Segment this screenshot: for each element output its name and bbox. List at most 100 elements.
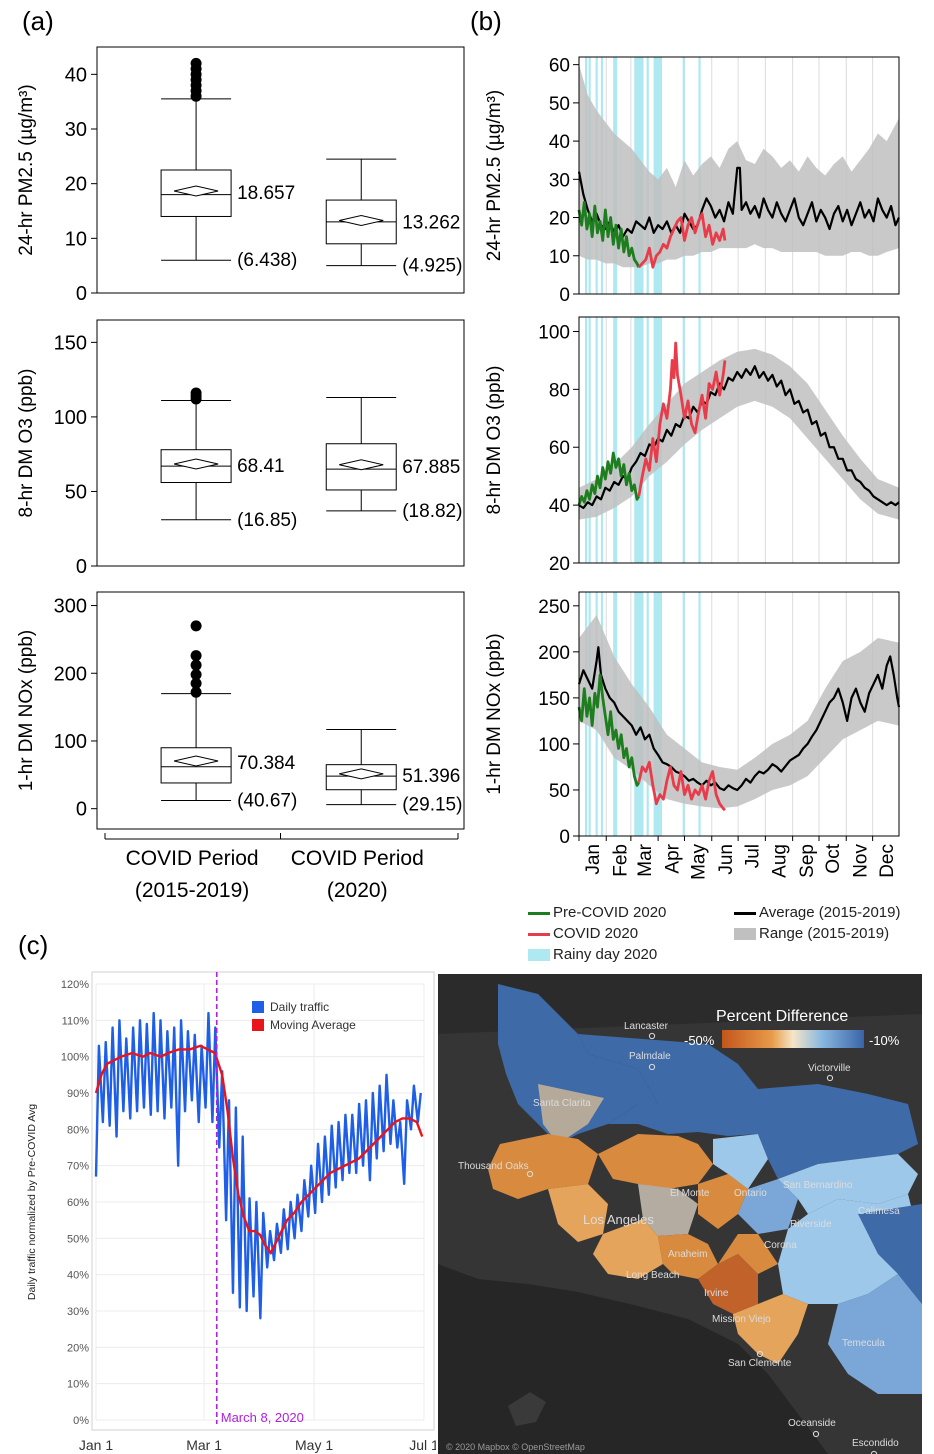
month-label: Apr [662, 843, 683, 873]
march-8-marker-label: March 8, 2020 [221, 1410, 304, 1425]
y-tick-label: 20 [549, 209, 570, 230]
map-place-label: Oceanside [788, 1418, 836, 1429]
mean-diamond [339, 459, 384, 471]
region-riverside-west [738, 1179, 798, 1234]
y-tick-label: 20 [549, 554, 570, 575]
region-inland-empire [778, 1154, 918, 1214]
map-place-label: Ontario [734, 1188, 767, 1199]
y-tick-label: 20% [67, 1342, 89, 1354]
sd-label: (40.67) [237, 791, 297, 812]
mean-diamond [339, 214, 384, 227]
map-place-dot [756, 1350, 764, 1358]
map-scale-title: Percent Difference [716, 1008, 848, 1025]
region-orange-north [698, 1174, 748, 1229]
outlier-point [190, 387, 202, 399]
y-tick-label: 80 [549, 380, 570, 401]
map-place-label: San Clemente [728, 1358, 792, 1369]
y-tick-label: 0 [559, 285, 570, 306]
region-gateway [658, 1234, 718, 1279]
map-scale-bar [722, 1030, 864, 1048]
chart-frame [91, 971, 435, 1431]
month-label: Nov [850, 844, 871, 878]
month-label: Mar [635, 843, 656, 876]
outlier-point [190, 57, 202, 69]
x-tick-label: May 1 [295, 1437, 333, 1453]
legend-label-pre-covid: Pre-COVID 2020 [553, 904, 667, 921]
plot-frame [578, 56, 900, 295]
outlier-point [190, 677, 202, 689]
map-color-scale: Percent Difference -50% -10% [684, 1008, 900, 1048]
map-place-label: Santa Clarita [533, 1098, 591, 1109]
rainy-day-band [659, 57, 662, 294]
region-san-bernardino [758, 1084, 918, 1179]
covid-line [637, 341, 727, 497]
month-label: Jan [583, 844, 604, 875]
y-axis-label: 24-hr PM2.5 (µg/m³) [16, 84, 37, 255]
pre-covid-line [577, 673, 640, 787]
month-label: Sep [797, 844, 818, 878]
rainy-day-band [657, 592, 660, 836]
mean-label: 68.41 [237, 456, 285, 477]
category-sublabel: (2020) [327, 879, 388, 902]
outlier-point [190, 669, 202, 681]
island [508, 1392, 546, 1426]
map-place-label: Los Angeles [583, 1212, 654, 1227]
region-temecula [828, 1274, 922, 1394]
y-tick-label: 100% [61, 1052, 89, 1064]
panel-label-b: (b) [470, 6, 502, 36]
legend-swatch-average [734, 911, 756, 915]
mean-label: 70.384 [237, 753, 296, 774]
y-tick-label: 200 [538, 643, 570, 664]
mean-label: 13.262 [402, 213, 460, 234]
region-el-monte [638, 1184, 698, 1236]
legend-b: Pre-COVID 2020 COVID 2020 Rainy day 2020… [528, 902, 928, 968]
y-tick-label: 120% [61, 979, 89, 991]
mean-label: 67.885 [402, 457, 460, 478]
y-tick-label: 10 [65, 228, 87, 250]
y-tick-label: 0 [76, 556, 87, 578]
map-place-label: Escondido [852, 1438, 899, 1449]
y-tick-label: 40 [549, 132, 570, 153]
map-place-label: Long Beach [626, 1270, 679, 1281]
timeseries-o3: 20 40 60 80 100 8-hr DM O3 (ppb) [484, 316, 900, 575]
legend-label-covid: COVID 2020 [553, 925, 639, 942]
y-tick-label: 100 [538, 735, 570, 756]
range-band [579, 615, 899, 809]
legend-item-rainy: Rainy day 2020 [528, 946, 657, 963]
region-west-la [548, 1184, 608, 1242]
month-label: Feb [610, 844, 631, 877]
y-axis-label: 1-hr DM NOx (ppb) [16, 630, 37, 792]
region-sgv [598, 1134, 713, 1189]
y-tick-label: 0 [76, 799, 87, 821]
map-place-dot [826, 1074, 834, 1082]
y-tick-label: 90% [67, 1088, 89, 1100]
map-place-label: Riverside [790, 1219, 832, 1230]
region-south-la [593, 1219, 663, 1279]
y-tick-label: 60 [549, 56, 570, 77]
map-place-label: El Monte [670, 1188, 710, 1199]
month-label: Jul [742, 844, 763, 868]
legend-swatch-covid [528, 932, 550, 936]
y-tick-label: 30 [65, 119, 87, 141]
rainy-day-band [698, 317, 701, 563]
y-tick-label: 50 [549, 94, 570, 115]
rainy-day-band [698, 592, 701, 836]
y-tick-label: 100 [54, 731, 87, 753]
map-place-label: Lancaster [624, 1021, 669, 1032]
y-axis-label: 1-hr DM NOx (ppb) [484, 633, 505, 795]
rainy-day-band [588, 317, 591, 563]
outlier-point [190, 659, 202, 671]
map-place-label: San Bernardino [783, 1180, 853, 1191]
rainy-day-band [600, 317, 604, 563]
map-place-label: Victorville [808, 1063, 851, 1074]
outlier-point [190, 650, 202, 662]
legend-swatch-moving [252, 1019, 264, 1031]
legend-label-range: Range (2015-2019) [759, 925, 890, 942]
y-tick-label: 10 [549, 247, 570, 268]
category-label: COVID Period [291, 847, 424, 870]
sd-label: (6.438) [237, 250, 297, 271]
y-tick-label: 70% [67, 1161, 89, 1173]
y-tick-label: 150 [538, 689, 570, 710]
y-tick-label: 20 [65, 174, 87, 196]
